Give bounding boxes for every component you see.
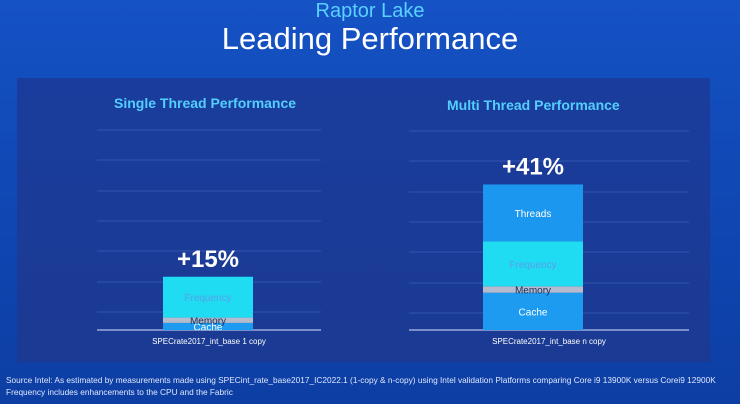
single-segment-label-memory: Memory [190, 316, 226, 327]
single-bar-frequency [163, 276, 253, 318]
footnote-frequency: Frequency includes enhancements to the C… [6, 387, 233, 397]
multi-thread-title: Multi Thread Performance [447, 97, 620, 113]
multi-segment-label-memory: Memory [515, 286, 551, 297]
multi-total-label: +41% [502, 153, 564, 180]
multi-x-axis-label: SPECrate2017_int_base n copy [492, 337, 606, 346]
footnote-source: Source Intel: As estimated by measuremen… [6, 375, 716, 385]
multi-bar-cache [483, 292, 583, 330]
single-thread-title: Single Thread Performance [114, 95, 297, 111]
single-bar-memory [163, 317, 253, 323]
multi-segment-label-threads: Threads [515, 209, 552, 220]
single-bar-cache [163, 322, 253, 330]
multi-bar-threads [483, 184, 583, 242]
multi-bar-frequency [483, 241, 583, 287]
single-total-label: +15% [177, 246, 239, 273]
single-segment-label-frequency: Frequency [184, 293, 231, 304]
chart-panel: Single Thread Performance Multi Thread P… [17, 78, 710, 362]
multi-segment-label-cache: Cache [519, 307, 548, 318]
multi-bar-memory [483, 286, 583, 293]
multi-segment-label-frequency: Frequency [509, 260, 556, 271]
page-title: Leading Performance [221, 21, 519, 56]
subtitle: Raptor Lake [315, 0, 425, 22]
single-x-axis-label: SPECrate2017_int_base 1 copy [152, 337, 266, 346]
performance-chart: CacheMemoryFrequency+15%SPECrate2017_int… [97, 129, 689, 346]
single-segment-label-cache: Cache [194, 322, 223, 333]
